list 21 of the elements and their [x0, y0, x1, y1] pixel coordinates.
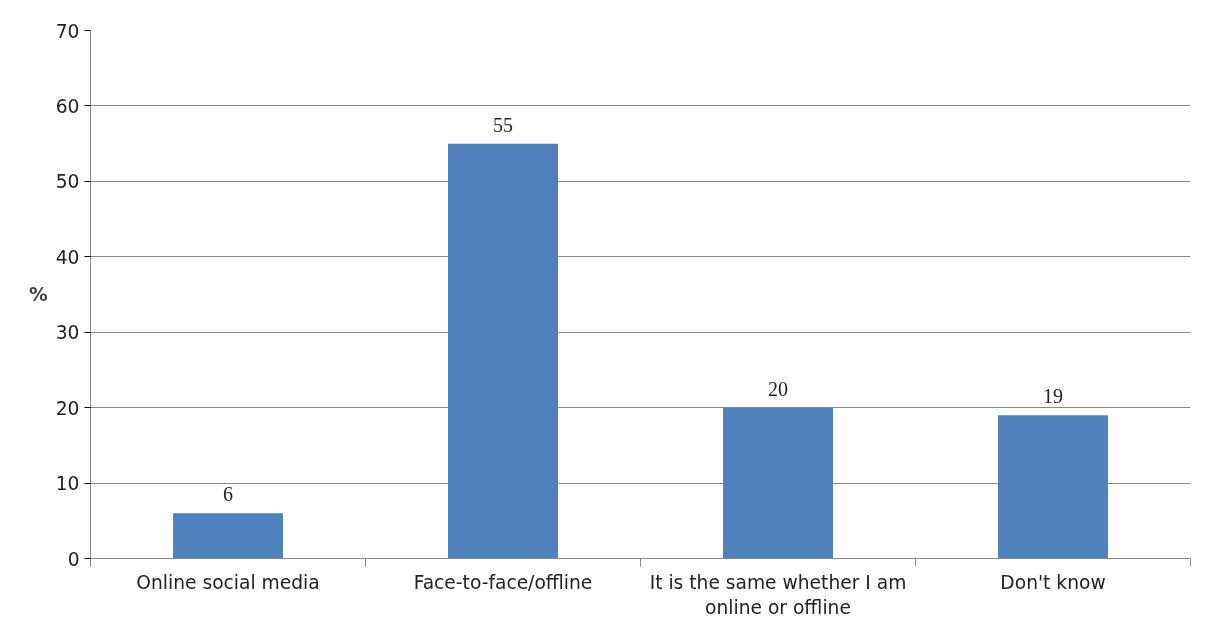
y-tick-label: 70 [55, 20, 80, 42]
bar [448, 143, 558, 559]
y-tick-label: 20 [55, 397, 80, 419]
x-tick-label: It is the same whether I am online or offline [649, 571, 907, 618]
data-label: 55 [493, 113, 513, 136]
y-tick-label: 50 [55, 171, 80, 193]
data-label: 20 [768, 377, 788, 400]
bar [173, 513, 283, 559]
data-label: 6 [223, 483, 233, 506]
bar [723, 407, 833, 559]
x-tick-label: Don't know [1000, 571, 1106, 593]
x-tick-label: Face-to-face/offline [413, 571, 593, 593]
data-label: 19 [1043, 385, 1063, 408]
y-tick-label: 60 [55, 95, 80, 117]
y-tick-label: 40 [55, 246, 80, 268]
y-tick-label: 0 [67, 548, 80, 570]
x-tick-label: Online social media [136, 571, 320, 593]
bar [998, 415, 1108, 559]
y-axis-title: % [29, 284, 49, 305]
y-tick-label: 10 [55, 473, 80, 495]
y-tick-label: 30 [55, 322, 80, 344]
